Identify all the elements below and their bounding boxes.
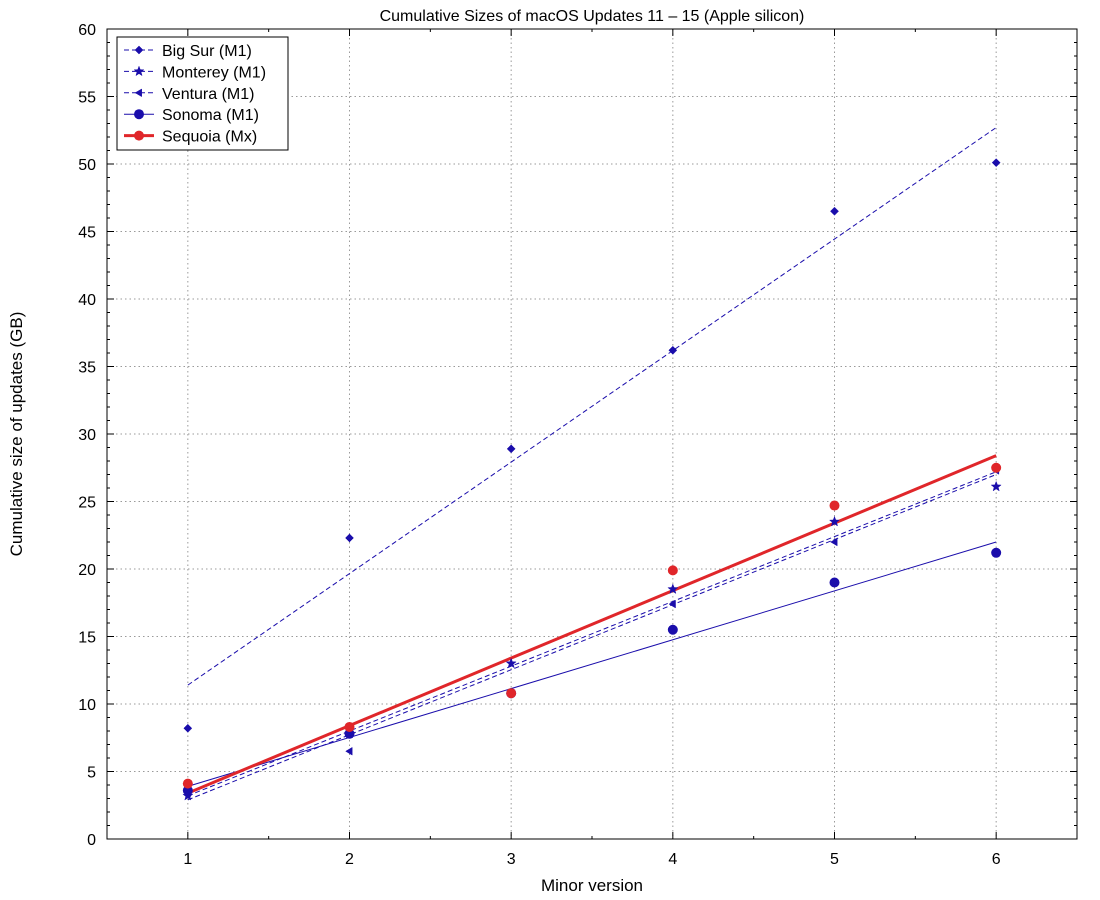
data-point-series-4: [829, 577, 840, 588]
data-point-series-5: [182, 778, 193, 789]
y-tick-label: 55: [78, 90, 96, 107]
data-point-series-5: [829, 500, 840, 511]
data-point-series-4: [991, 547, 1002, 558]
legend-marker: [134, 130, 144, 141]
data-point-series-1: [668, 345, 678, 355]
y-tick-label: 10: [78, 697, 96, 714]
y-tick-label: 60: [78, 22, 96, 39]
legend-marker: [134, 109, 144, 120]
legend: Big Sur (M1) Monterey (M1) Ventura (M1) Son…: [116, 36, 289, 151]
fit-line-series-4: [187, 541, 997, 787]
legend-label: Ventura (M1): [162, 86, 254, 103]
y-tick-label: 40: [78, 292, 96, 309]
x-tick-label: 1: [183, 851, 192, 868]
data-point-series-2: [667, 583, 679, 595]
y-tick-label: 30: [78, 427, 96, 444]
y-tick-label: 25: [78, 495, 96, 512]
legend-marker: [133, 65, 145, 77]
legend-marker: [134, 45, 144, 55]
fit-line-series-5: [187, 454, 997, 795]
legend-label: Sonoma (M1): [162, 107, 259, 124]
x-tick-label: 5: [830, 851, 839, 868]
y-tick-label: 50: [78, 157, 96, 174]
x-tick-label: 2: [345, 851, 354, 868]
x-tick-label: 4: [668, 851, 677, 868]
data-point-series-2: [828, 515, 841, 527]
fit-lines: [187, 127, 997, 801]
data-point-series-1: [345, 533, 354, 543]
fit-line-series-2: [187, 471, 997, 797]
y-tick-label: 20: [78, 562, 96, 579]
x-tick-label: 3: [507, 851, 516, 868]
x-axis-label: Minor version: [541, 876, 643, 895]
y-tick-label: 45: [78, 225, 96, 242]
chart-title: Cumulative Sizes of macOS Updates 11 – 1…: [380, 8, 805, 25]
data-point-series-5: [991, 462, 1002, 473]
fit-line-series-1: [187, 127, 997, 686]
data-point-series-2: [505, 657, 517, 669]
y-axis-label: Cumulative size of updates (GB): [7, 312, 26, 557]
data-point-series-5: [344, 721, 355, 732]
data-point-series-5: [506, 688, 517, 699]
data-point-series-3: [830, 537, 838, 547]
legend-box: [116, 36, 289, 151]
grid: [107, 29, 1077, 839]
legend-label: Monterey (M1): [162, 64, 266, 81]
y-tick-label: 0: [87, 832, 96, 849]
data-point-series-1: [830, 206, 839, 216]
data-point-series-1: [506, 444, 516, 454]
axis-ticks: [106, 28, 1078, 840]
legend-label: Big Sur (M1): [162, 43, 252, 60]
data-point-series-3: [668, 599, 676, 609]
data-points: [182, 158, 1002, 801]
y-tick-label: 35: [78, 360, 96, 377]
legend-label: Sequoia (Mx): [162, 129, 257, 146]
data-point-series-1: [991, 158, 1001, 168]
y-tick-label: 15: [78, 630, 96, 647]
legend-marker: [134, 88, 142, 98]
y-tick-label: 5: [87, 765, 96, 782]
data-point-series-5: [667, 565, 678, 576]
data-point-series-1: [183, 723, 193, 733]
data-point-series-3: [345, 746, 353, 756]
data-point-series-2: [990, 480, 1002, 492]
data-point-series-4: [667, 624, 678, 635]
x-tick-label: 6: [992, 851, 1001, 868]
